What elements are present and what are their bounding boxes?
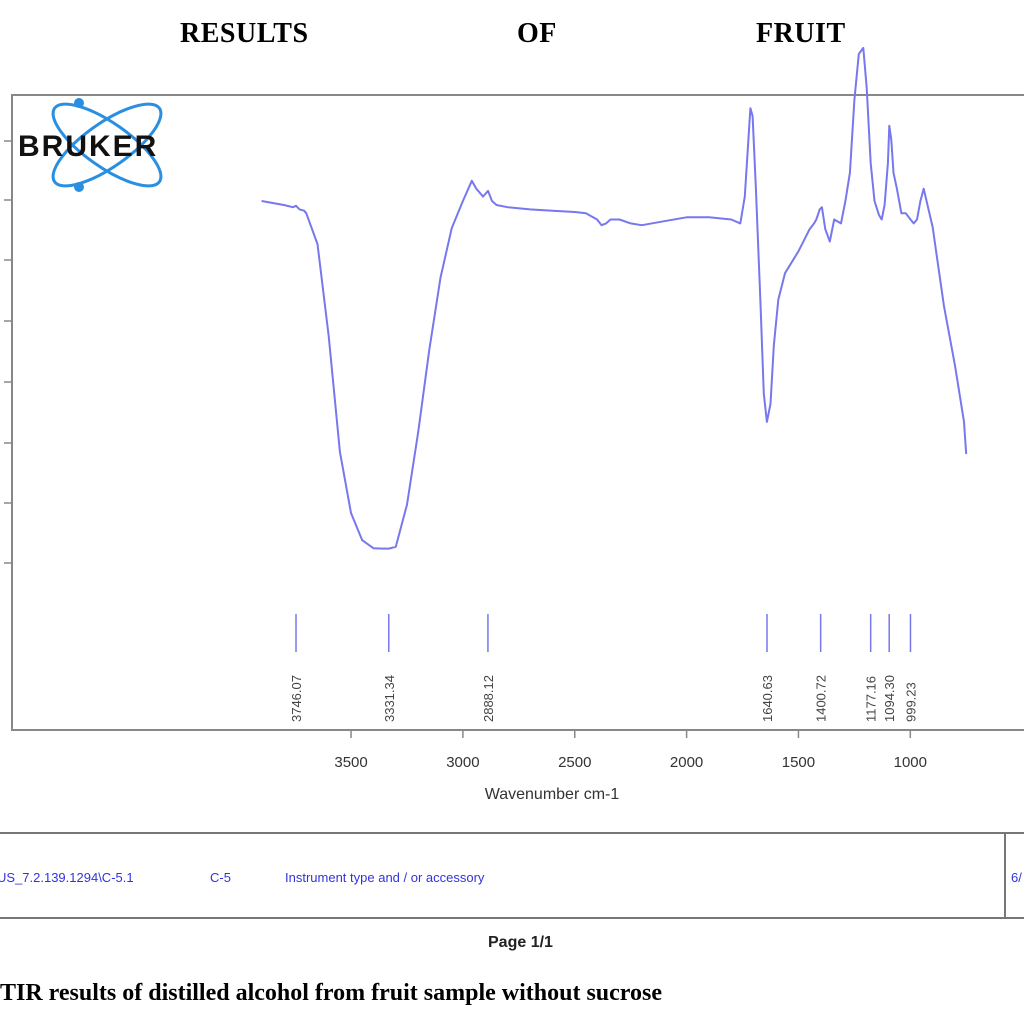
- footer-divider: [1004, 832, 1006, 919]
- peak-label-3: 1640.63: [760, 675, 775, 722]
- heading-word-fruit: FRUIT: [756, 18, 846, 49]
- atom-icon: [51, 98, 163, 192]
- x-tick-label-3000: 3000: [446, 754, 479, 771]
- x-tick-label-1000: 1000: [894, 754, 927, 771]
- footer-right-text: 6/: [1011, 870, 1022, 885]
- series-group: [261, 46, 968, 550]
- spectrum-line: [261, 46, 968, 550]
- peak-label-2: 2888.12: [481, 675, 496, 722]
- peak-markers: 3746.07 3331.34 2888.12 1640.63 1400.72 1177.…: [289, 614, 918, 722]
- figure-caption: TIR results of distilled alcohol from fr…: [0, 980, 663, 1006]
- peak-label-1: 3331.34: [382, 675, 397, 722]
- heading-word-of: OF: [517, 18, 557, 49]
- x-tick-label-3500: 3500: [334, 754, 367, 771]
- peak-label-7: 999.23: [903, 682, 918, 722]
- x-axis-title: Wavenumber cm-1: [485, 786, 620, 803]
- page-label: Page 1/1: [488, 934, 553, 951]
- logo-text: BRUKER: [18, 130, 158, 163]
- peak-label-5: 1177.16: [864, 676, 879, 722]
- footer-sample-name: C-5: [210, 870, 231, 885]
- footer-file-path: US_7.2.139.1294\C-5.1: [0, 870, 134, 885]
- report-footer-box: [0, 832, 1024, 919]
- heading-word-results: RESULTS: [180, 18, 309, 49]
- y-axis-ticks: [4, 140, 12, 564]
- footer-instrument: Instrument type and / or accessory: [285, 870, 485, 885]
- bruker-logo: BRUKER: [18, 98, 163, 192]
- plot-frame: [11, 94, 1024, 731]
- peak-label-6: 1094.30: [882, 675, 897, 722]
- x-axis: 3500 3000 2500 2000 1500 1000: [334, 730, 927, 771]
- x-tick-label-1500: 1500: [782, 754, 815, 771]
- peak-label-4: 1400.72: [814, 675, 829, 722]
- spectrum-chart: 3746.07 3331.34 2888.12 1640.63 1400.72 1177.…: [4, 46, 1024, 803]
- peak-label-0: 3746.07: [289, 675, 304, 722]
- x-tick-label-2000: 2000: [670, 754, 703, 771]
- x-tick-label-2500: 2500: [558, 754, 591, 771]
